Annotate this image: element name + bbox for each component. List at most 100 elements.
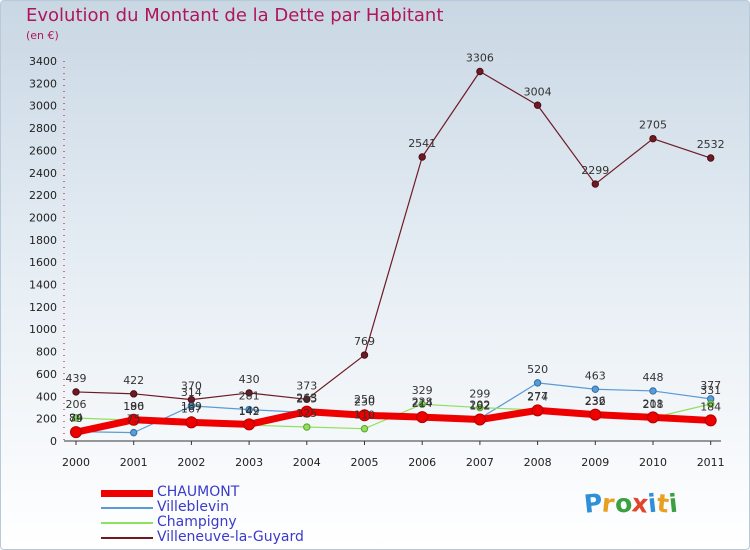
x-tick-label: 2007 bbox=[466, 456, 494, 469]
y-tick-label: 800 bbox=[36, 346, 57, 359]
x-tick-label: 2002 bbox=[177, 456, 205, 469]
data-point-villeneuve-la-guyard bbox=[591, 180, 599, 188]
legend-label: Villeblevin bbox=[157, 499, 229, 515]
data-point-villeneuve-la-guyard bbox=[707, 154, 715, 162]
series-layer bbox=[70, 67, 717, 439]
data-point-villeneuve-la-guyard bbox=[303, 395, 311, 404]
data-point-villeneuve-la-guyard bbox=[245, 389, 253, 397]
data-point-champigny bbox=[418, 400, 426, 408]
data-label-champigny: 186 bbox=[123, 400, 144, 413]
data-point-villeneuve-la-guyard bbox=[360, 351, 369, 359]
data-label-villeblevin: 520 bbox=[527, 363, 548, 376]
data-label-chaumont: 211 bbox=[643, 397, 664, 410]
legend-swatch bbox=[101, 507, 153, 509]
legend-label: Champigny bbox=[157, 514, 237, 530]
chart-title: Evolution du Montant de la Dette par Hab… bbox=[26, 5, 444, 26]
data-label-champigny: 142 bbox=[239, 405, 260, 418]
data-label-chaumont: 192 bbox=[469, 400, 490, 413]
data-point-champigny bbox=[476, 403, 484, 412]
y-tick-label: 200 bbox=[36, 413, 57, 426]
y-tick-label: 1000 bbox=[29, 323, 57, 336]
data-label-villeblevin: 377 bbox=[700, 379, 721, 392]
data-label-champigny: 277 bbox=[527, 390, 548, 403]
x-tick-label: 2001 bbox=[120, 456, 148, 469]
data-point-villeneuve-la-guyard bbox=[649, 134, 657, 143]
data-point-chaumont bbox=[243, 418, 256, 431]
data-point-villeblevin bbox=[130, 428, 138, 437]
data-point-chaumont bbox=[300, 405, 313, 418]
data-point-villeblevin bbox=[533, 379, 542, 387]
y-tick-label: 0 bbox=[50, 435, 57, 448]
data-label-villeblevin: 228 bbox=[412, 396, 433, 409]
legend-label: CHAUMONT bbox=[157, 484, 240, 500]
y-tick-label: 2800 bbox=[29, 122, 57, 135]
data-label-villeblevin: 463 bbox=[585, 369, 606, 382]
data-label-villeneuve-la-guyard: 2532 bbox=[697, 138, 725, 151]
data-point-chaumont bbox=[127, 413, 140, 426]
x-tick-label: 2005 bbox=[351, 456, 379, 469]
data-point-champigny bbox=[72, 414, 80, 422]
y-tick-label: 2600 bbox=[29, 144, 57, 157]
legend-label: Villeneuve-la-Guyard bbox=[157, 529, 304, 545]
data-label-villeblevin: 202 bbox=[469, 398, 490, 411]
data-label-villeneuve-la-guyard: 430 bbox=[239, 373, 260, 386]
data-labels: 439 422 370 430 373 769 2541 3306 3004 2299 2705 25… bbox=[66, 52, 725, 426]
data-point-villeneuve-la-guyard bbox=[533, 101, 542, 109]
data-label-villeneuve-la-guyard: 370 bbox=[181, 380, 202, 393]
data-point-chaumont bbox=[416, 411, 429, 424]
data-label-chaumont: 230 bbox=[354, 395, 375, 408]
data-label-villeblevin: 314 bbox=[181, 386, 202, 399]
line-chart: 0 200 400 600 800 1000 1200 1400 1600 1800 2000 220… bbox=[29, 52, 725, 469]
y-tick-label: 3200 bbox=[29, 77, 57, 90]
data-label-villeblevin: 75 bbox=[127, 413, 141, 426]
data-label-chaumont: 184 bbox=[700, 400, 721, 413]
data-label-champigny: 331 bbox=[700, 384, 721, 397]
data-label-villeneuve-la-guyard: 3004 bbox=[524, 85, 552, 98]
y-tick-label: 1400 bbox=[29, 279, 57, 292]
data-label-villeneuve-la-guyard: 3306 bbox=[466, 52, 494, 65]
data-point-chaumont bbox=[473, 413, 486, 426]
data-label-champigny: 125 bbox=[296, 407, 317, 420]
chart-unit-label: (en €) bbox=[26, 29, 59, 42]
y-tick-label: 600 bbox=[36, 368, 57, 381]
data-point-chaumont bbox=[704, 414, 717, 427]
y-tick-label: 2200 bbox=[29, 189, 57, 202]
y-tick-label: 400 bbox=[36, 390, 57, 403]
series-line-villeblevin bbox=[75, 382, 711, 434]
x-tick-label: 2000 bbox=[62, 456, 90, 469]
data-point-chaumont bbox=[647, 411, 659, 424]
data-point-villeblevin bbox=[245, 405, 253, 414]
x-tick-label: 2006 bbox=[408, 456, 436, 469]
data-label-chaumont: 79 bbox=[69, 412, 83, 425]
data-label-villeneuve-la-guyard: 439 bbox=[66, 372, 87, 385]
data-label-chaumont: 274 bbox=[527, 390, 548, 403]
data-point-villeneuve-la-guyard bbox=[418, 153, 426, 161]
y-tick-label: 1800 bbox=[29, 234, 57, 247]
y-tick-label: 3400 bbox=[29, 55, 57, 68]
data-label-chaumont: 236 bbox=[585, 395, 606, 408]
series-line-chaumont bbox=[75, 406, 711, 436]
data-point-villeneuve-la-guyard bbox=[72, 388, 80, 396]
legend-swatch bbox=[101, 522, 153, 524]
x-tick-label: 2004 bbox=[293, 456, 321, 469]
data-label-champigny: 110 bbox=[354, 409, 375, 422]
x-tick-label: 2008 bbox=[524, 456, 552, 469]
data-label-chaumont: 167 bbox=[181, 402, 202, 415]
data-label-villeneuve-la-guyard: 2299 bbox=[581, 164, 609, 177]
chart-axes: 0 200 400 600 800 1000 1200 1400 1600 1800 2000 220… bbox=[29, 55, 725, 469]
data-label-chaumont: 149 bbox=[239, 404, 260, 417]
data-label-chaumont: 190 bbox=[123, 400, 144, 413]
data-label-champigny: 329 bbox=[412, 384, 433, 397]
x-tick-label: 2009 bbox=[581, 456, 609, 469]
data-label-villeneuve-la-guyard: 422 bbox=[123, 374, 144, 387]
data-point-chaumont bbox=[358, 409, 371, 422]
series-line-villeneuve-la-guyard bbox=[75, 70, 711, 401]
data-point-chaumont bbox=[70, 426, 82, 439]
y-tick-label: 1600 bbox=[29, 256, 57, 269]
data-point-chaumont bbox=[185, 416, 198, 429]
legend-swatch bbox=[101, 489, 153, 497]
y-tick-label: 1200 bbox=[29, 301, 57, 314]
data-point-chaumont bbox=[531, 404, 544, 417]
data-point-champigny bbox=[707, 400, 715, 408]
data-point-chaumont bbox=[589, 408, 602, 421]
